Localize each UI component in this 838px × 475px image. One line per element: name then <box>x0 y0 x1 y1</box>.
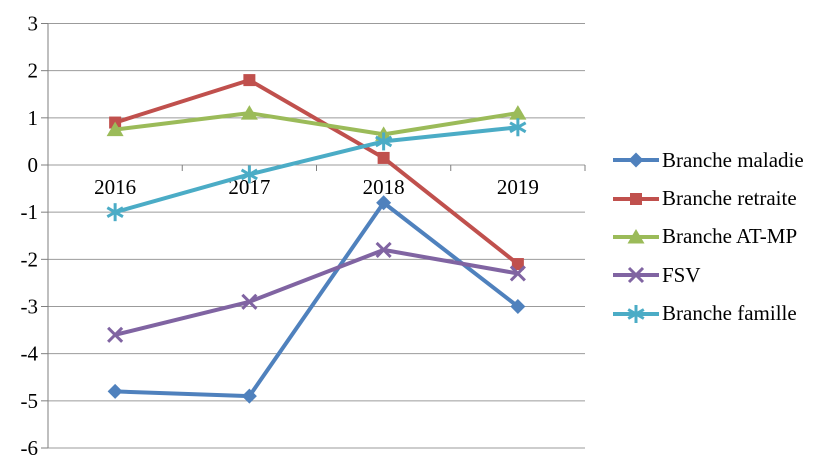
y-tick-label: 1 <box>28 106 39 130</box>
data-point-branche-retraite-square-icon <box>243 74 256 87</box>
legend-label: Branche retraite <box>662 186 797 211</box>
series-line-branche-maladie <box>115 200 520 399</box>
legend-marker-triangle-icon <box>613 228 659 244</box>
y-tick-label: -4 <box>21 342 39 366</box>
data-point-branche-famille-asterisk-icon <box>240 168 258 181</box>
data-point-branche-at-mp-triangle-icon <box>240 105 258 120</box>
data-point-fsv-x-icon <box>375 241 392 258</box>
legend-marker-triangle-icon <box>627 228 645 244</box>
legend-item-branche-retraite: Branche retraite <box>612 179 804 217</box>
data-point-branche-retraite-square-icon <box>511 258 524 271</box>
chart-legend: Branche maladie Branche retraite Branche A… <box>612 141 804 333</box>
y-tick-label: -6 <box>21 436 39 460</box>
data-point-fsv-x-icon <box>241 293 258 310</box>
legend-marker-x-icon <box>627 267 645 284</box>
y-tick-label: -2 <box>21 247 39 271</box>
y-tick-label: -1 <box>21 200 39 224</box>
data-point-branche-at-mp-triangle-icon <box>509 105 527 120</box>
series-line-branche-famille <box>114 125 519 215</box>
legend-marker-asterisk-icon <box>627 307 645 320</box>
legend-label: Branche famille <box>662 301 797 326</box>
legend-item-branche-famille: Branche famille <box>612 295 804 333</box>
y-tick-label: 2 <box>28 59 39 83</box>
y-tick-label: 3 <box>28 12 39 36</box>
legend-marker-square-icon <box>630 192 642 205</box>
data-point-branche-maladie-diamond-icon <box>376 195 392 211</box>
x-tick-label: 2018 <box>363 175 405 199</box>
legend-label: Branche AT-MP <box>662 224 798 249</box>
data-point-branche-famille-asterisk-icon <box>106 206 124 218</box>
data-point-branche-famille-asterisk-icon <box>375 135 393 148</box>
series-line-fsv <box>114 247 519 337</box>
y-tick-label: -3 <box>21 295 39 319</box>
data-point-fsv-x-icon <box>509 265 526 282</box>
legend-marker-diamond-icon <box>613 152 659 168</box>
x-tick-label: 2016 <box>94 175 136 199</box>
data-point-branche-maladie-diamond-icon <box>241 388 257 404</box>
data-point-branche-maladie-diamond-icon <box>107 383 123 399</box>
data-point-fsv-x-icon <box>107 326 124 343</box>
legend-marker-square-icon <box>613 192 659 205</box>
y-tick-label: 0 <box>28 153 39 177</box>
series-line-branche-at-mp <box>114 111 519 137</box>
x-tick-label: 2019 <box>497 175 539 199</box>
data-point-branche-retraite-square-icon <box>377 151 390 164</box>
y-tick-label: -5 <box>21 389 39 413</box>
legend-label: Branche maladie <box>662 147 804 172</box>
series-line-branche-retraite <box>114 78 520 266</box>
legend-item-branche-maladie: Branche maladie <box>612 141 804 179</box>
legend-marker-asterisk-icon <box>613 304 659 323</box>
legend-label: FSV <box>662 262 701 287</box>
legend-marker-diamond-icon <box>628 152 644 168</box>
data-point-branche-maladie-diamond-icon <box>510 299 526 314</box>
legend-marker-x-icon <box>613 267 659 284</box>
legend-item-branche-at-mp: Branche AT-MP <box>612 218 804 256</box>
data-point-branche-famille-asterisk-icon <box>509 121 527 134</box>
legend-item-fsv: FSV <box>612 256 804 294</box>
data-point-branche-at-mp-triangle-icon <box>106 121 124 137</box>
